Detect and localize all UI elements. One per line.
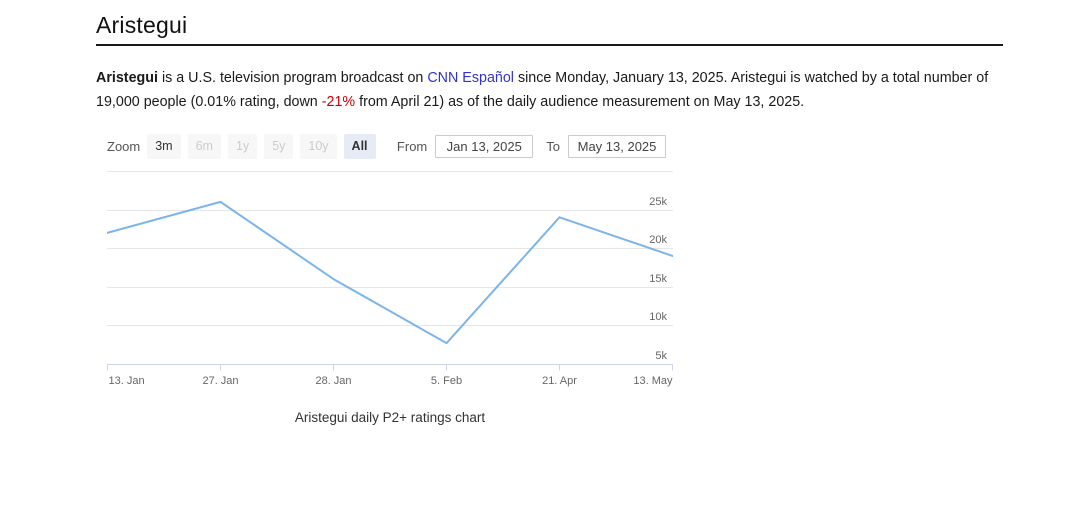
to-label: To [546, 139, 560, 154]
rating-change-negative: -21% [321, 94, 356, 110]
ratings-line [107, 200, 673, 345]
y-axis-label-25k: 25k [649, 195, 667, 208]
zoom-buttons: 3m 6m 1y 5y 10y All [147, 134, 376, 159]
show-name-bold: Aristegui [96, 70, 158, 86]
x-axis-label-1: 27. Jan [202, 375, 239, 387]
y-axis-label-15k: 15k [649, 272, 667, 285]
to-date-input[interactable] [568, 135, 666, 158]
chart-caption: Aristegui daily P2+ ratings chart [294, 410, 486, 425]
y-axis-label-20k: 20k [649, 234, 667, 247]
y-axis-label-10k: 10k [649, 311, 667, 324]
zoom-label: Zoom [107, 139, 141, 154]
x-axis-label-0: 13. Jan [108, 375, 145, 387]
zoom-button-5y: 5y [264, 134, 294, 159]
chart-plot-area[interactable] [107, 171, 673, 371]
from-date-input[interactable] [435, 135, 534, 158]
x-axis-label-4: 21. Apr [542, 375, 577, 387]
description-text-4: from April 21) as of the daily audience … [355, 94, 805, 110]
zoom-button-all[interactable]: All [343, 134, 376, 159]
zoom-button-1y: 1y [227, 134, 258, 159]
zoom-button-6m: 6m [187, 134, 221, 159]
page-title: Aristegui [96, 12, 188, 38]
description-text-1: is a U.S. television program broadcast o… [157, 70, 428, 86]
x-axis-label-2: 28. Jan [315, 375, 352, 387]
zoom-button-10y: 10y [300, 134, 337, 159]
y-axis-label-5k: 5k [655, 350, 667, 362]
x-axis-label-5: 13. May [633, 375, 673, 387]
description: Aristegui is a U.S. television program b… [96, 66, 1016, 114]
x-axis-label-3: 5. Feb [430, 375, 463, 387]
from-label: From [396, 139, 428, 154]
description-text-3: 19,000 people (0.01% rating, down [96, 94, 322, 110]
title-divider [96, 44, 1003, 46]
description-text-2: since Monday, January 13, 2025. Aristegu… [513, 70, 989, 86]
cnn-espanol-link[interactable]: CNN Español [427, 70, 514, 86]
zoom-button-3m[interactable]: 3m [147, 134, 181, 159]
